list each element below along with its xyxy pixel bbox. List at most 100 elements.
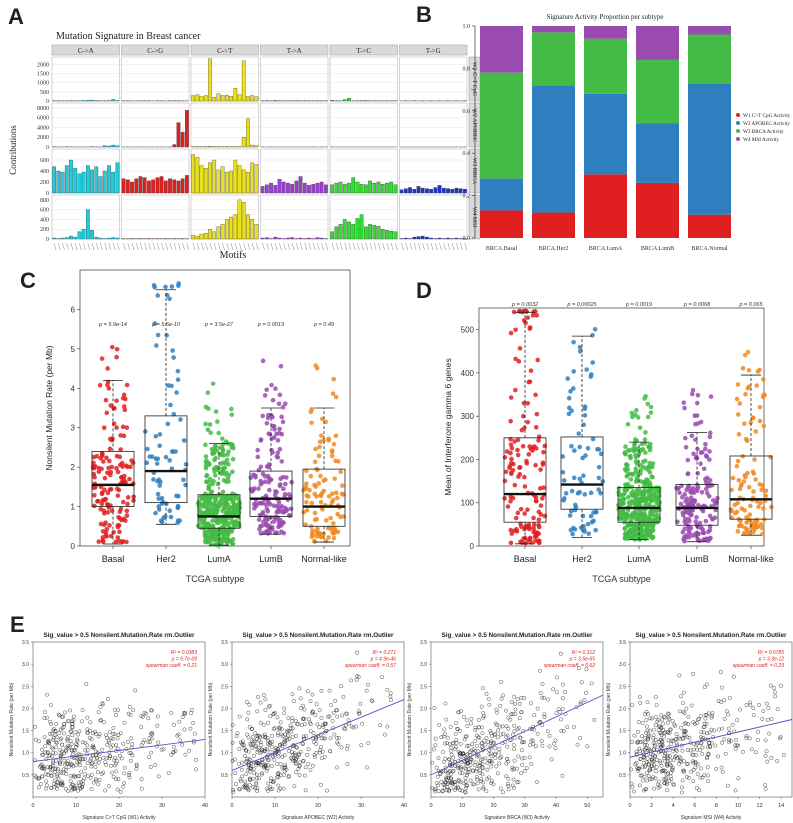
panel-e4-point	[682, 721, 687, 726]
panel-c-point	[114, 346, 120, 352]
panel-e2-point	[230, 740, 235, 745]
panel-e1-point	[147, 755, 151, 760]
panel-c-point	[203, 454, 209, 459]
panel-a-motif-tick	[291, 242, 295, 251]
panel-c-point	[98, 521, 104, 527]
panel-e2-point	[310, 710, 315, 714]
panel-c-point	[275, 450, 281, 456]
panel-e3-point	[553, 738, 558, 743]
panel-e1-point	[65, 738, 70, 743]
panel-c-point	[164, 292, 170, 298]
panel-c-point	[166, 383, 171, 388]
panel-e1-point	[159, 747, 164, 752]
panel-e2-point	[332, 732, 337, 737]
panel-c-point	[275, 438, 281, 443]
panel-label-e: E	[10, 612, 25, 637]
panel-d-point	[509, 531, 515, 536]
panel-e2-point	[237, 761, 241, 766]
panel-a-bar	[81, 100, 86, 102]
panel-c-point	[268, 477, 274, 483]
panel-e3-point	[579, 680, 584, 685]
panel-a-bar	[246, 171, 250, 194]
panel-a-row-label: W3 BRCA	[471, 158, 477, 185]
panel-e4-point	[738, 707, 742, 712]
panel-a-bar	[420, 235, 425, 240]
panel-d-point	[707, 536, 712, 542]
panel-c-point	[207, 422, 213, 427]
panel-e1-point	[51, 735, 56, 740]
panel-c-point	[308, 473, 314, 479]
panel-e1-point	[46, 739, 50, 744]
panel-e1-point	[156, 774, 161, 779]
panel-c-point	[314, 529, 319, 534]
panel-c-point	[216, 430, 222, 436]
panel-e3-point	[542, 712, 547, 717]
panel-e4-point	[679, 694, 683, 699]
panel-a-motif-tick	[201, 242, 204, 251]
panel-d-point	[595, 446, 600, 452]
panel-c-point	[175, 368, 181, 374]
panel-e1-point	[101, 770, 106, 775]
panel-e2-point	[335, 736, 339, 740]
panel-a-bar	[172, 144, 177, 148]
panel-e1-point	[93, 729, 97, 734]
panel-e3-point	[474, 767, 479, 771]
panel-e4-point	[769, 717, 774, 721]
panel-e2-stat: p = 4.9e-46	[370, 657, 397, 663]
panel-e4-point	[690, 759, 695, 764]
panel-c-point	[122, 473, 127, 479]
panel-e4-point	[694, 785, 699, 790]
panel-c-point	[197, 516, 203, 522]
panel-e1-point	[55, 774, 60, 779]
panel-e1-point	[49, 703, 53, 707]
panel-e3-point	[441, 734, 446, 739]
panel-b-ytick: 0.2	[463, 194, 471, 200]
panel-d-point	[703, 518, 709, 524]
panel-a-motif-tick	[234, 242, 238, 251]
panel-d-pvalue: p = 0.065	[738, 302, 763, 308]
panel-a-motif-tick	[192, 242, 196, 251]
panel-e3-point	[480, 757, 485, 762]
panel-e4-point	[636, 729, 640, 734]
panel-e3-point	[459, 709, 463, 714]
panel-e2-point	[269, 779, 273, 783]
panel-e3-point	[489, 759, 494, 764]
panel-c-point	[219, 444, 224, 450]
panel-e3-point	[547, 744, 552, 749]
panel-e2-point	[278, 762, 283, 766]
panel-c-point	[280, 405, 286, 410]
panel-e4-point	[663, 777, 668, 782]
panel-e4-point	[643, 787, 648, 792]
panel-d-point	[701, 466, 707, 472]
panel-c-point	[155, 293, 161, 298]
panel-d-point	[735, 529, 741, 534]
panel-e4-point	[765, 717, 770, 722]
panel-a-ytick: 6000	[37, 116, 49, 122]
panel-e3-point	[529, 701, 533, 706]
panel-e4-point	[638, 701, 643, 705]
panel-d-point	[762, 392, 767, 398]
panel-e2-point	[297, 773, 302, 778]
panel-d-point	[633, 459, 639, 464]
panel-a-ytick: 600	[40, 158, 49, 164]
panel-c-point	[163, 284, 168, 290]
panel-e3-xtick: 50	[584, 803, 590, 809]
panel-d-point	[561, 498, 566, 503]
panel-e2-point	[237, 787, 241, 792]
panel-c-point	[215, 419, 220, 424]
panel-d-point	[689, 433, 695, 439]
panel-e1-point	[70, 762, 74, 767]
panel-a-bar	[107, 237, 111, 240]
panel-c-point	[181, 438, 187, 443]
panel-d-point	[513, 515, 519, 521]
panel-c-pvalue: p = 3.5e-27	[204, 322, 234, 328]
panel-e4-point	[740, 749, 745, 754]
panel-e1-point	[70, 786, 75, 791]
panel-e1-point	[107, 784, 111, 789]
panel-c-point	[281, 509, 286, 515]
panel-a-bar	[212, 231, 217, 240]
panel-c-point	[266, 431, 272, 436]
panel-e1-point	[97, 732, 102, 736]
panel-d-point	[625, 494, 631, 500]
panel-e2-point	[284, 767, 289, 772]
